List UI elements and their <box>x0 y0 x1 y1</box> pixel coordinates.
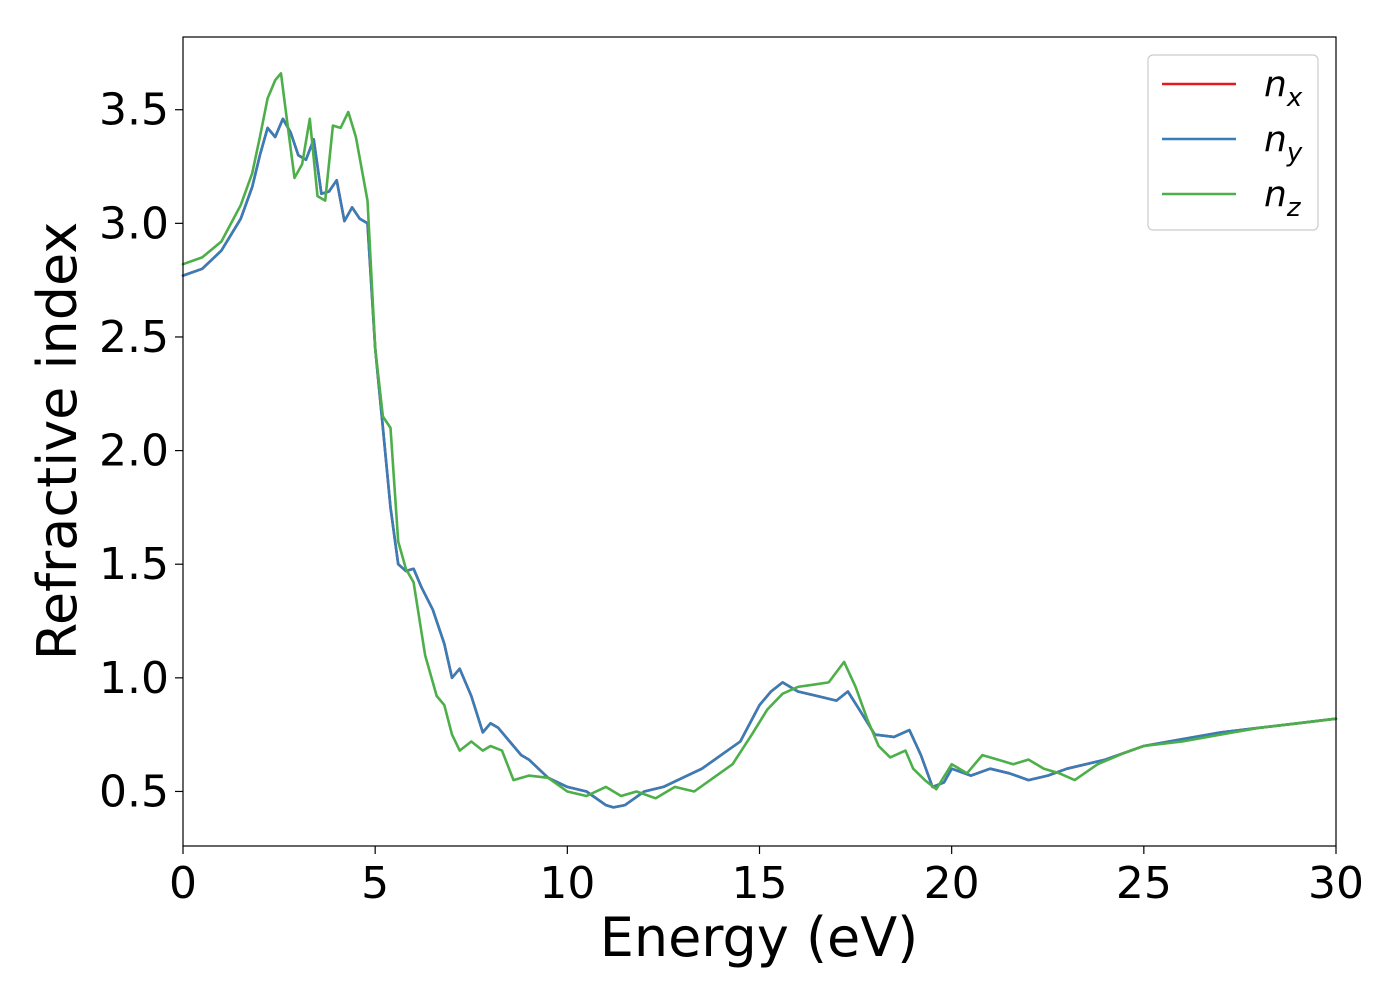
x-tick-label: 0 <box>169 858 197 909</box>
x-axis-label: Energy (eV) <box>600 906 919 969</box>
legend-label-z: nz <box>1264 174 1302 223</box>
plot-lines <box>181 72 1338 809</box>
legend-box <box>1147 54 1319 231</box>
x-tick-label: 10 <box>539 858 595 909</box>
x-tick-label: 5 <box>361 858 389 909</box>
x-tick-label: 30 <box>1308 858 1364 909</box>
series-line-y <box>181 117 1338 809</box>
y-tick-label: 2.5 <box>99 312 169 363</box>
x-axis-ticks: 0 5 10 15 20 25 30 <box>169 846 1364 909</box>
y-axis-label: Refractive index <box>26 222 89 661</box>
x-tick-label: 20 <box>924 858 980 909</box>
y-tick-label: 1.5 <box>99 539 169 590</box>
x-tick-label: 25 <box>1116 858 1172 909</box>
y-axis-ticks: 0.5 1.0 1.5 2.0 2.5 3.0 3.5 <box>99 85 183 817</box>
series-line-z <box>181 72 1338 800</box>
y-tick-label: 1.0 <box>99 653 169 704</box>
y-tick-label: 0.5 <box>99 766 169 817</box>
y-tick-label: 3.0 <box>99 198 169 249</box>
y-tick-label: 2.0 <box>99 426 169 477</box>
y-tick-label: 3.5 <box>99 85 169 136</box>
x-tick-label: 15 <box>732 858 788 909</box>
